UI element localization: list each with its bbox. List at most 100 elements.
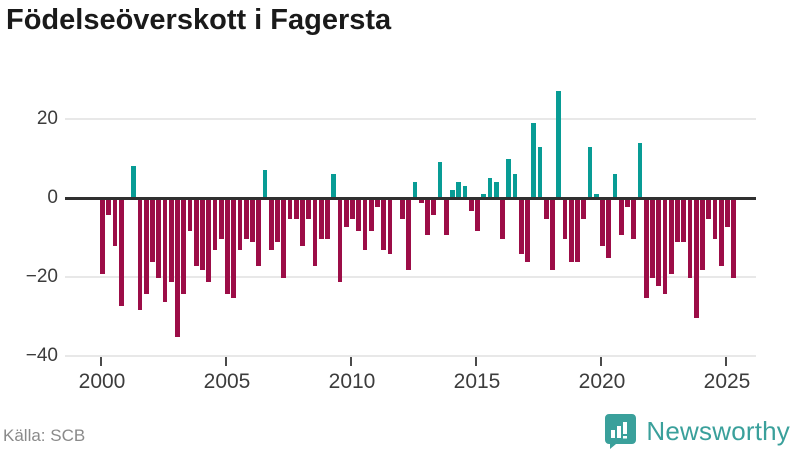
bar xyxy=(512,174,518,198)
x-axis-tick xyxy=(475,357,477,366)
bar xyxy=(300,199,305,247)
bar xyxy=(225,199,230,294)
x-axis-tick xyxy=(350,357,352,366)
bar xyxy=(362,199,368,251)
bar xyxy=(450,190,455,198)
bar xyxy=(118,199,124,306)
bar xyxy=(350,199,355,219)
bar xyxy=(668,199,674,275)
bar xyxy=(287,199,293,219)
bar xyxy=(631,199,637,239)
bar xyxy=(106,199,112,215)
bar xyxy=(312,199,318,267)
bar xyxy=(387,199,393,255)
x-axis-tick-label: 2000 xyxy=(78,370,126,393)
bar xyxy=(550,199,555,271)
bar xyxy=(200,199,205,271)
bar xyxy=(637,142,643,198)
bar xyxy=(150,199,155,263)
bar xyxy=(237,199,243,251)
bar xyxy=(381,199,387,251)
gridline xyxy=(65,355,756,357)
bar xyxy=(650,199,655,278)
y-axis-tick-label: −40 xyxy=(25,345,58,366)
bar xyxy=(706,199,712,219)
bar xyxy=(143,199,149,294)
bar xyxy=(337,199,343,282)
x-axis-tick-label: 2020 xyxy=(578,370,626,393)
bar xyxy=(518,199,524,255)
bar xyxy=(325,199,330,239)
bar xyxy=(281,199,287,278)
bar xyxy=(468,199,474,211)
bar xyxy=(293,199,299,219)
x-axis-tick-label: 2010 xyxy=(328,370,376,393)
bar xyxy=(718,199,724,267)
bar xyxy=(593,194,599,198)
newsworthy-branding: Newsworthy xyxy=(604,412,790,450)
bar xyxy=(587,146,593,198)
bar xyxy=(100,199,105,275)
newsworthy-logo-icon xyxy=(604,413,637,449)
bar xyxy=(343,199,349,227)
gridline xyxy=(65,276,756,278)
bar xyxy=(400,199,405,219)
bar xyxy=(493,182,499,198)
zero-axis-line xyxy=(65,197,756,200)
bar xyxy=(675,199,680,243)
y-axis-tick-label: −20 xyxy=(25,266,58,287)
bar xyxy=(168,199,174,282)
bar xyxy=(375,199,380,207)
bar xyxy=(262,170,268,198)
x-axis-tick xyxy=(600,357,602,366)
bar xyxy=(525,199,530,263)
bar xyxy=(506,158,512,198)
bar xyxy=(568,199,574,263)
bar xyxy=(418,199,424,203)
bar xyxy=(543,199,549,219)
bar xyxy=(231,199,237,298)
bar xyxy=(112,199,118,247)
bar xyxy=(156,199,162,278)
bar xyxy=(187,199,193,231)
bar xyxy=(218,199,224,239)
bar xyxy=(656,199,662,286)
bar xyxy=(462,186,468,198)
bar xyxy=(256,199,262,267)
bar xyxy=(431,199,437,215)
bar xyxy=(643,199,649,298)
bar xyxy=(600,199,605,247)
bar xyxy=(475,199,480,231)
bar xyxy=(456,182,462,198)
bar xyxy=(700,199,705,271)
bar xyxy=(268,199,274,251)
bar xyxy=(481,194,487,198)
source-attribution: Källa: SCB xyxy=(3,426,86,445)
x-axis-tick-label: 2025 xyxy=(703,370,751,393)
x-axis-tick xyxy=(100,357,102,366)
bar xyxy=(687,199,693,278)
bar xyxy=(662,199,668,294)
bar xyxy=(131,166,137,198)
y-axis-tick-label: 0 xyxy=(47,187,58,208)
bar xyxy=(693,199,699,318)
gridline xyxy=(65,118,756,120)
bar xyxy=(175,199,180,338)
x-axis-tick xyxy=(225,357,227,366)
bar xyxy=(437,162,443,198)
bar xyxy=(556,91,562,198)
bar xyxy=(406,199,412,271)
bar xyxy=(356,199,362,231)
x-axis-tick xyxy=(725,357,727,366)
chart-title: Födelseöverskott i Fagersta xyxy=(6,4,392,36)
newsworthy-wordmark: Newsworthy xyxy=(646,415,790,446)
bar xyxy=(306,199,312,219)
bar xyxy=(206,199,212,282)
bar xyxy=(625,199,630,207)
bar xyxy=(212,199,218,251)
bar xyxy=(193,199,199,267)
bar xyxy=(137,199,143,310)
bar xyxy=(500,199,505,239)
x-axis-tick-label: 2005 xyxy=(203,370,251,393)
